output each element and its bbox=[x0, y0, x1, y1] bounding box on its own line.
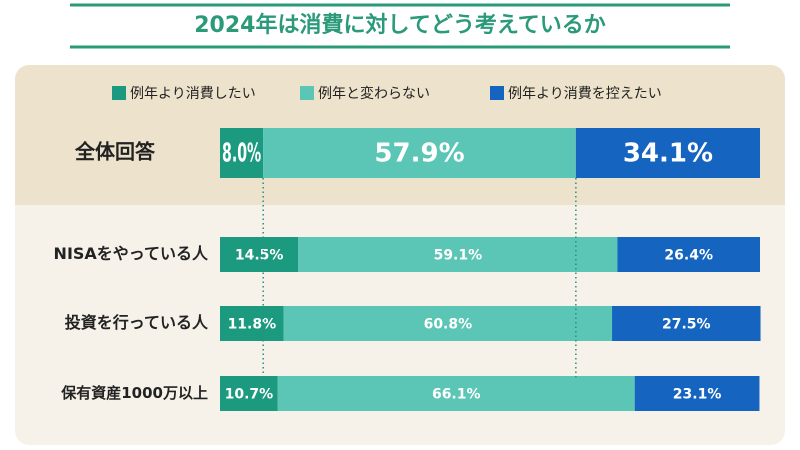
bar-segment bbox=[298, 237, 618, 272]
legend-swatch bbox=[112, 86, 126, 100]
legend-label: 例年より消費したい bbox=[130, 86, 256, 102]
value-label: 23.1% bbox=[673, 387, 722, 403]
value-label: 11.8% bbox=[228, 317, 277, 333]
value-label: 14.5% bbox=[235, 248, 284, 264]
legend-swatch bbox=[300, 86, 314, 100]
category-label: 投資を行っている人 bbox=[65, 313, 209, 332]
bar-segment bbox=[220, 128, 264, 178]
bar-segment bbox=[283, 306, 613, 341]
value-label: 66.1% bbox=[432, 387, 481, 403]
legend-swatch bbox=[490, 86, 504, 100]
value-label: 8.0% bbox=[222, 139, 261, 169]
bar-segment bbox=[220, 376, 278, 411]
bar-segment bbox=[263, 128, 576, 178]
value-label: 57.9% bbox=[374, 139, 464, 169]
bar-segment bbox=[277, 376, 635, 411]
category-label: NISAをやっている人 bbox=[54, 244, 209, 263]
bar-segment bbox=[617, 237, 760, 272]
value-label: 34.1% bbox=[623, 139, 713, 169]
value-label: 59.1% bbox=[434, 248, 483, 264]
bar-segment bbox=[634, 376, 760, 411]
legend-label: 例年より消費を控えたい bbox=[508, 86, 662, 102]
category-label: 全体回答 bbox=[74, 140, 156, 164]
bar-segment bbox=[575, 128, 760, 178]
bar-segment bbox=[220, 237, 299, 272]
chart-title: 2024年は消費に対してどう考えているか bbox=[194, 12, 605, 38]
value-label: 27.5% bbox=[662, 317, 711, 333]
bar-segment bbox=[612, 306, 761, 341]
category-label: 保有資産1000万以上 bbox=[60, 384, 208, 402]
value-label: 60.8% bbox=[424, 317, 473, 333]
value-label: 26.4% bbox=[664, 248, 713, 264]
legend-label: 例年と変わらない bbox=[318, 85, 430, 102]
bar-segment bbox=[220, 306, 284, 341]
value-label: 10.7% bbox=[225, 387, 274, 403]
